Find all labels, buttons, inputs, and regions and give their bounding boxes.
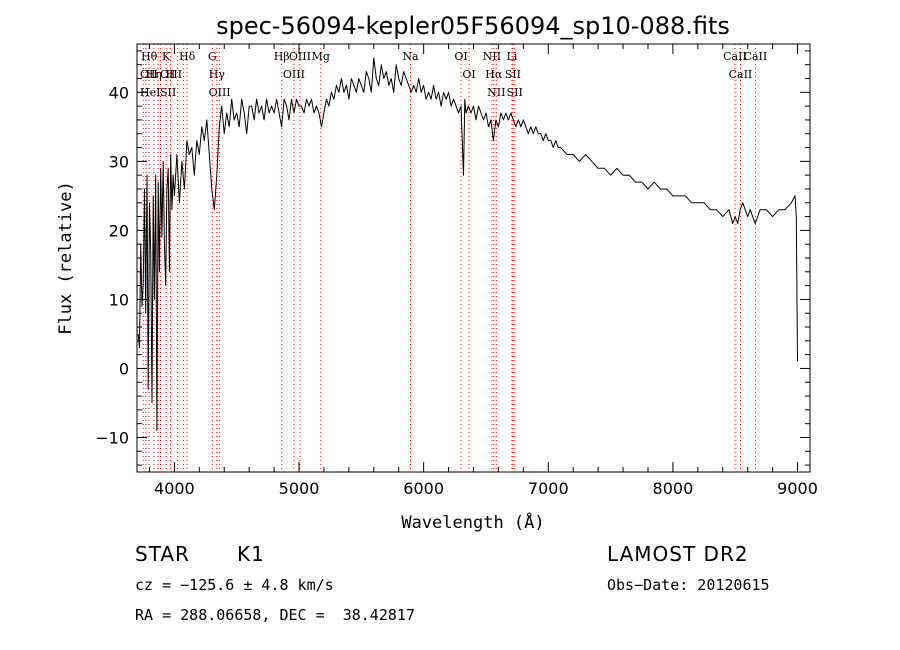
spectrum-line: [137, 57, 798, 432]
line-marker-label: OIII: [283, 68, 305, 81]
chart-title: spec-56094-kepler05F56094_sp10-088.fits: [216, 12, 730, 40]
line-marker-label: OI: [462, 68, 475, 81]
line-marker-label: Mg: [312, 50, 330, 63]
line-marker-label: H: [166, 68, 176, 81]
line-marker-label: OIII: [209, 86, 231, 99]
y-tick-label: 10: [109, 290, 129, 309]
y-tick-label: 0: [119, 359, 129, 378]
y-tick-label: 40: [109, 83, 129, 102]
line-marker-label: OIII: [289, 50, 311, 63]
line-marker-label: SII: [160, 86, 176, 99]
y-tick-label: 30: [109, 152, 129, 171]
line-marker-label: Hα: [485, 68, 503, 81]
star-class: STAR: [135, 542, 190, 566]
line-marker-label: CaII: [723, 50, 747, 63]
x-tick-label: 5000: [279, 479, 320, 498]
line-marker-label: CaII: [729, 68, 753, 81]
line-marker-label: K: [162, 50, 171, 63]
x-axis-label: Wavelength (Å): [401, 511, 544, 533]
y-tick-label: 20: [109, 221, 129, 240]
star-subclass: K1: [237, 542, 265, 566]
line-marker-label: SII: [505, 68, 521, 81]
line-marker-label: Na: [402, 50, 419, 63]
x-tick-label: 9000: [777, 479, 818, 498]
line-markers: [142, 44, 756, 472]
x-tick-label: 6000: [403, 479, 444, 498]
line-marker-label: Li: [506, 50, 517, 63]
line-marker-label: Hδ: [179, 50, 196, 63]
line-marker-label: CaII: [744, 50, 768, 63]
line-marker-label: OII: [140, 68, 158, 81]
obs-date: Obs−Date: 20120615: [607, 576, 770, 594]
line-marker-label: Hθ: [141, 50, 158, 63]
y-axis-ticks: −10 0 10 20 30 40: [95, 50, 810, 466]
line-marker-label: NII: [483, 50, 501, 63]
line-marker-label: Hβ: [274, 50, 290, 63]
survey-name: LAMOST DR2: [607, 542, 749, 566]
line-marker-label: SII: [507, 86, 523, 99]
line-marker-label: NII: [487, 86, 505, 99]
coordinates: RA = 288.06658, DEC = 38.42817: [135, 606, 415, 624]
x-tick-label: 4000: [154, 479, 195, 498]
line-marker-label: OI: [454, 50, 467, 63]
y-tick-label: −10: [95, 428, 129, 447]
y-axis-label: Flux (relative): [56, 181, 76, 335]
line-marker-label: Hη: [146, 68, 162, 81]
redshift-cz: cz = −125.6 ± 4.8 km/s: [135, 576, 334, 594]
line-marker-label: HeI: [140, 86, 160, 99]
line-marker-label: Hγ: [209, 68, 226, 81]
x-tick-label: 8000: [653, 479, 694, 498]
x-tick-label: 7000: [528, 479, 569, 498]
series-layer: [137, 57, 798, 432]
line-marker-label: OIII: [160, 68, 182, 81]
line-marker-label: G: [208, 50, 217, 63]
x-axis-ticks: 4000 5000 6000 7000 8000 9000: [148, 44, 818, 498]
